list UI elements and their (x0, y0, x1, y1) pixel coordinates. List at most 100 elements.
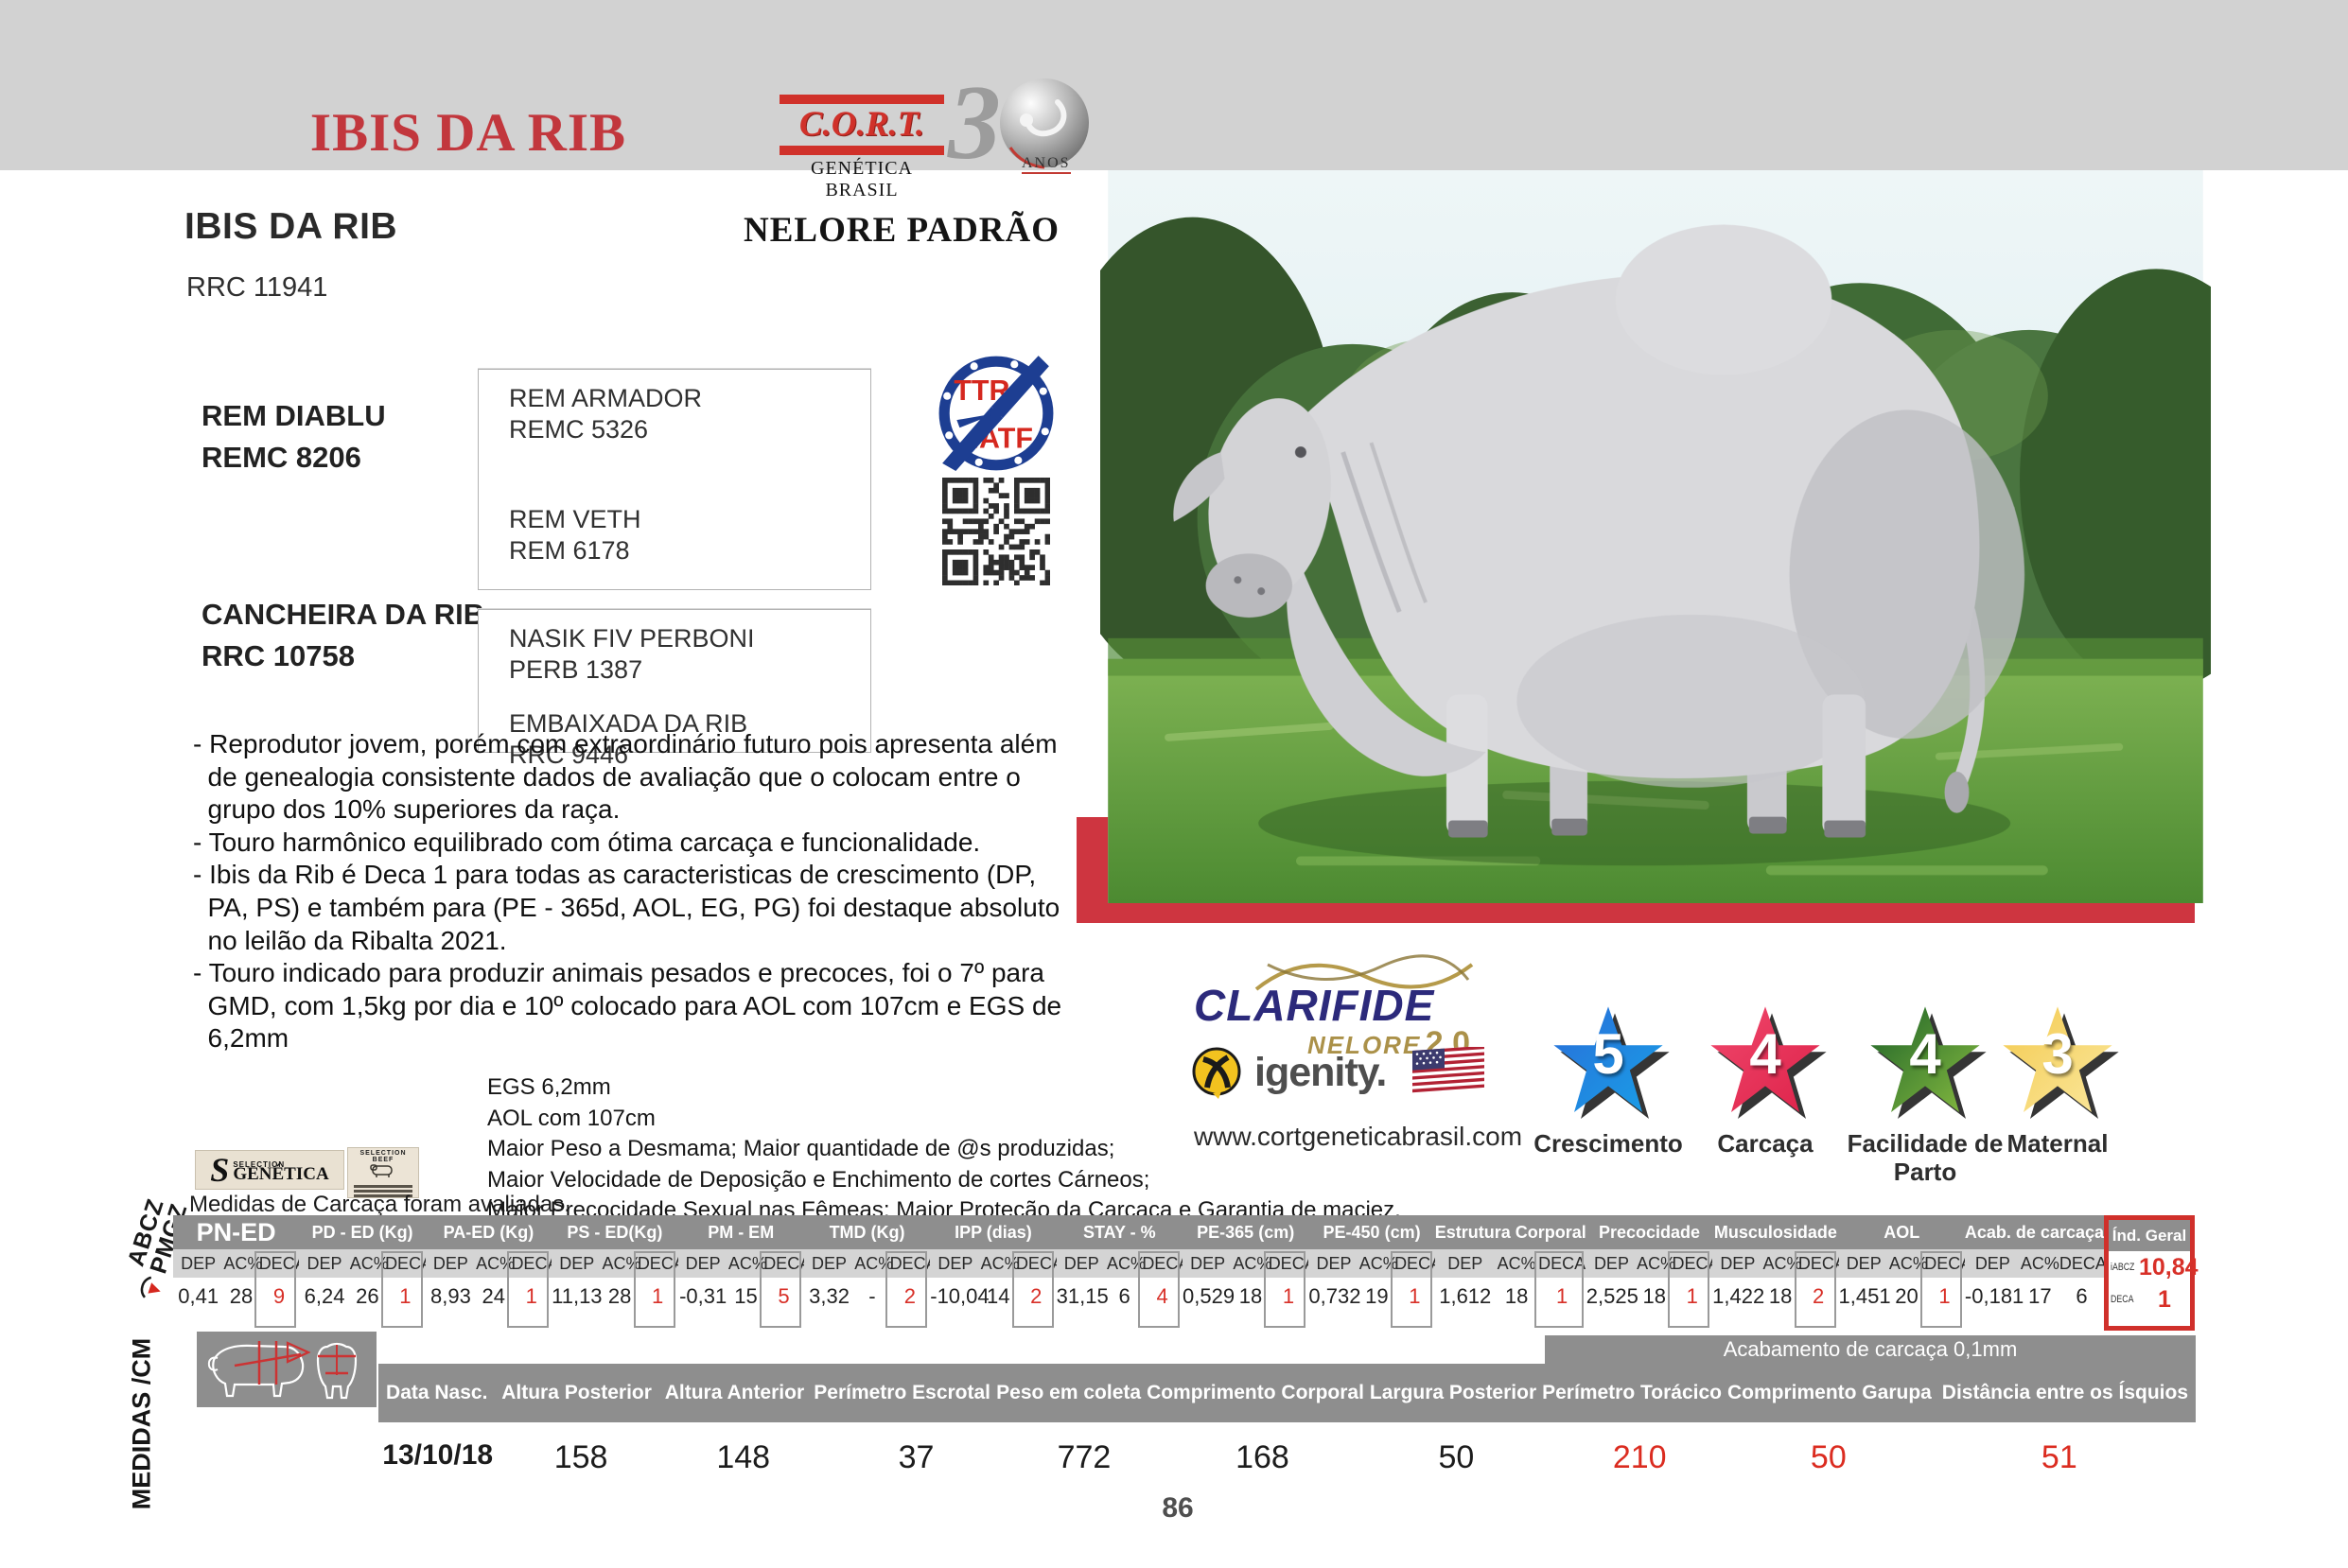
deca-label: DECA (2059, 1253, 2107, 1273)
description-line: - Touro indicado para produzir animais p… (193, 958, 1045, 988)
trait-header: Acab. de carcaça (1964, 1215, 2104, 1249)
anniversary-anos-label: ANOS (1022, 155, 1071, 174)
deca-box (1011, 1251, 1054, 1328)
trait-values: 0,529 18 1 (1183, 1278, 1308, 1333)
deca-value: 1 (1409, 1284, 1421, 1308)
selection-beef-stamp: SELECTION BEEF (348, 1148, 418, 1197)
trait-subheader: DEP AC% DECA (677, 1249, 811, 1278)
acc-value: 18 (1504, 1284, 1529, 1308)
trait-group: Estrutura Corporal DEP AC% DECA 1,612 18 1 (1434, 1215, 1586, 1331)
description-line: de genealogia consistente dados de avali… (193, 761, 1021, 792)
trait-values: 6,24 26 1 (299, 1278, 425, 1333)
trait-header: AOL (1838, 1215, 1965, 1249)
acc-value: 28 (229, 1284, 254, 1308)
trait-values: 0,732 19 1 (1308, 1278, 1434, 1333)
trait-subheader: DEP AC% DECA (1434, 1249, 1586, 1278)
star-2: 4 Carcaça (1683, 1004, 1848, 1158)
trait-group: PE-450 (cm) DEP AC% DECA 0,732 19 1 (1308, 1215, 1443, 1333)
deca-label: DECA (1015, 1253, 1063, 1273)
measure-header: Comprimento Corporal (1147, 1382, 1364, 1403)
deca-value: 1 (399, 1284, 412, 1308)
acc-label: AC% (602, 1253, 641, 1273)
dep-label: DEP (432, 1253, 468, 1273)
maternal-grandsire-reg: PERB 1387 (509, 655, 643, 684)
sire-reg: REMC 8206 (202, 441, 361, 474)
trait-group: PM - EM DEP AC% DECA -0,31 15 5 (677, 1215, 811, 1331)
trait-group: Acab. de carcaça DEP AC% DECA -0,181 17 6 (1964, 1215, 2107, 1333)
star-value: 4 (1749, 1021, 1781, 1086)
deca-box (885, 1251, 928, 1328)
acc-label: AC% (727, 1253, 767, 1273)
ttr-iatf-badge-icon: TTR IATF (935, 352, 1058, 479)
animal-registration: RRC 11941 (186, 272, 328, 303)
deca-value: 1 (1556, 1284, 1568, 1308)
trait-values: -0,181 17 6 (1965, 1278, 2104, 1333)
dam-label: CANCHEIRA DA RIB RRC 10758 (202, 594, 484, 677)
star-icon: 3 (2001, 1004, 2119, 1119)
dep-label: DEP (1846, 1253, 1882, 1273)
cort-logo: C.O.R.T. GENÉTICA BRASIL (778, 95, 946, 201)
acc-label: AC% (349, 1253, 389, 1273)
page-number: 86 (1162, 1492, 1194, 1524)
deca-label: DECA (637, 1253, 685, 1273)
deca-label: DECA (258, 1253, 307, 1273)
trait-header: STAY - % (1056, 1215, 1183, 1249)
measure-value: 50 (1438, 1439, 1475, 1475)
dep-label: DEP (1720, 1253, 1756, 1273)
dep-label: DEP (812, 1253, 848, 1273)
dep-label: DEP (1316, 1253, 1352, 1273)
measure-value: 168 (1235, 1439, 1289, 1475)
trait-header: Musculosidade (1712, 1215, 1839, 1249)
deca-label: DECA (1924, 1253, 1972, 1273)
cow-stamp-icon (370, 1164, 393, 1177)
deca-label: DECA (1672, 1253, 1720, 1273)
cort-bar-top (780, 95, 944, 104)
acc-value: 14 (987, 1284, 1010, 1308)
dep-value: 0,529 (1183, 1284, 1235, 1308)
deca-value: 1 (1938, 1284, 1951, 1308)
dep-value: 8,93 (430, 1284, 471, 1308)
abcz-zebu-icon (140, 1276, 161, 1298)
trait-group: Musculosidade DEP AC% DECA 1,422 18 2 (1712, 1215, 1846, 1333)
trait-values: 8,93 24 1 (426, 1278, 552, 1333)
measure-value: 772 (1057, 1439, 1112, 1475)
acc-label: AC% (476, 1253, 516, 1273)
measure-header: Altura Anterior (664, 1382, 805, 1403)
breed-label: NELORE PADRÃO (744, 211, 1060, 250)
dep-label: DEP (559, 1253, 595, 1273)
dna-swirl-icon (1249, 951, 1476, 998)
deca-label: DECA (1394, 1253, 1443, 1273)
deca-label: DECA (511, 1253, 559, 1273)
deca-value: 1 (525, 1284, 537, 1308)
dam-reg: RRC 10758 (202, 639, 355, 672)
acc-label: AC% (1637, 1253, 1676, 1273)
acc-value: 28 (607, 1284, 632, 1308)
trait-subheader: DEP AC% DECA (1308, 1249, 1443, 1278)
deca-box (1138, 1251, 1180, 1328)
deca-box (1264, 1251, 1306, 1328)
dep-value: 2,525 (1586, 1284, 1638, 1308)
ind-deca-value: 1 (2158, 1285, 2171, 1313)
dep-value: -10,04 (930, 1284, 990, 1308)
selection-genetica-logo: S SELECTION GENÉTICA (196, 1151, 343, 1189)
measure-header: Data Nasc. (386, 1382, 488, 1403)
acc-value: 17 (2028, 1284, 2052, 1308)
acc-value: 18 (1642, 1284, 1667, 1308)
measure-value: 50 (1810, 1439, 1847, 1475)
deca-label: DECA (1142, 1253, 1190, 1273)
trait-values: 1,422 18 2 (1712, 1278, 1838, 1333)
star-value: 3 (2041, 1021, 2074, 1086)
deca-value: 1 (1282, 1284, 1295, 1308)
measure-value: 13/10/18 (382, 1439, 494, 1471)
star-icon: 4 (1708, 1004, 1827, 1119)
acc-value: 20 (1895, 1284, 1919, 1308)
deca-box (380, 1251, 423, 1328)
highlight-line: Maior Peso a Desmama; Maior quantidade d… (487, 1136, 1115, 1162)
anniversary-30-logo: 3 ANOS (948, 64, 1109, 187)
highlight-line: EGS 6,2mm (487, 1074, 611, 1100)
deca-box (1668, 1251, 1710, 1328)
trait-header: PS - ED(Kg) (552, 1215, 678, 1249)
acc-value: 24 (482, 1284, 505, 1308)
trait-subheader: DEP AC% DECA (1183, 1249, 1316, 1278)
trait-subheader: DEP AC% DECA (173, 1249, 307, 1278)
